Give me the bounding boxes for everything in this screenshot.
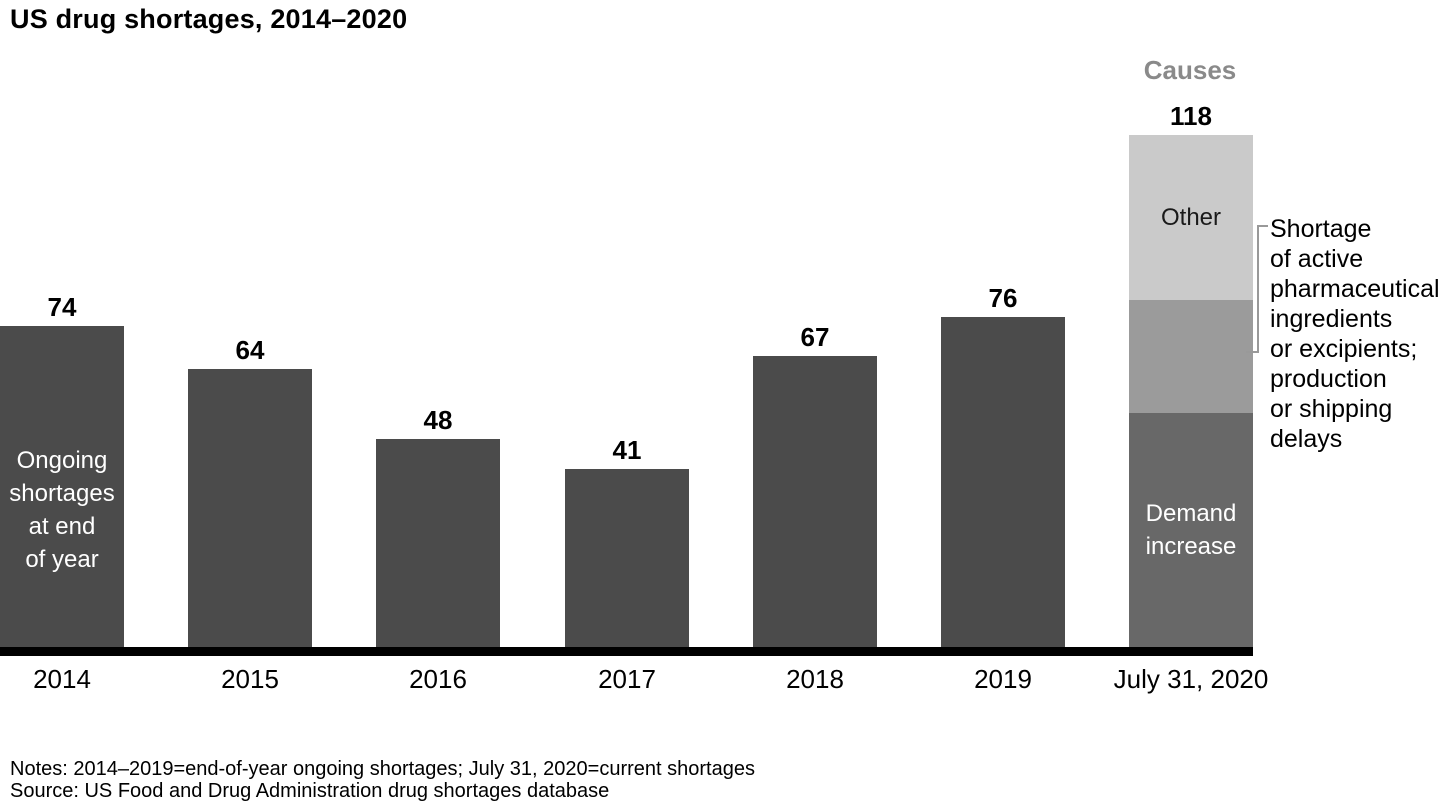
segment-api-excipient-shortage — [1129, 300, 1253, 413]
bar-2017 — [565, 469, 689, 647]
x-label-july-31-2020: July 31, 2020 — [1113, 664, 1269, 694]
bar-2015 — [188, 369, 312, 647]
notes-line: Notes: 2014–2019=end-of-year ongoing sho… — [10, 758, 755, 780]
source-line: Source: US Food and Drug Administration … — [10, 780, 610, 802]
value-label-2015: 64 — [235, 335, 265, 365]
bar-2018 — [753, 356, 877, 647]
bar-2019 — [941, 317, 1065, 647]
bar-2014: Ongoing shortages at end of year — [0, 326, 124, 647]
segment-label-other: Other — [1160, 204, 1222, 231]
x-label-2014: 2014 — [33, 664, 91, 694]
causes-header-label: Causes — [1143, 55, 1237, 85]
chart-title: US drug shortages, 2014–2020 — [10, 4, 408, 34]
value-label-2019: 76 — [988, 283, 1018, 313]
value-label-2017: 41 — [612, 435, 642, 465]
value-label-2014: 74 — [47, 292, 77, 322]
ongoing-shortages-label: Ongoing shortages at end of year — [9, 447, 115, 573]
x-axis-line — [0, 647, 1253, 656]
x-label-2016: 2016 — [409, 664, 467, 694]
segment-other: Other — [1129, 135, 1253, 300]
value-label-2018: 67 — [800, 322, 830, 352]
value-label-2016: 48 — [423, 405, 453, 435]
bar-2016 — [376, 439, 500, 647]
value-label-july-31-2020: 118 — [1170, 101, 1212, 131]
x-label-2019: 2019 — [974, 664, 1032, 694]
segment-label-demand-increase: Demand increase — [1145, 500, 1237, 560]
segment-demand-increase: Demand increase — [1129, 413, 1253, 647]
x-label-2018: 2018 — [786, 664, 844, 694]
x-label-2017: 2017 — [598, 664, 656, 694]
bracket-connector — [1246, 225, 1268, 353]
x-label-2015: 2015 — [221, 664, 279, 694]
cause-annotation: Shortage of active pharmaceutical ingred… — [1270, 215, 1440, 453]
